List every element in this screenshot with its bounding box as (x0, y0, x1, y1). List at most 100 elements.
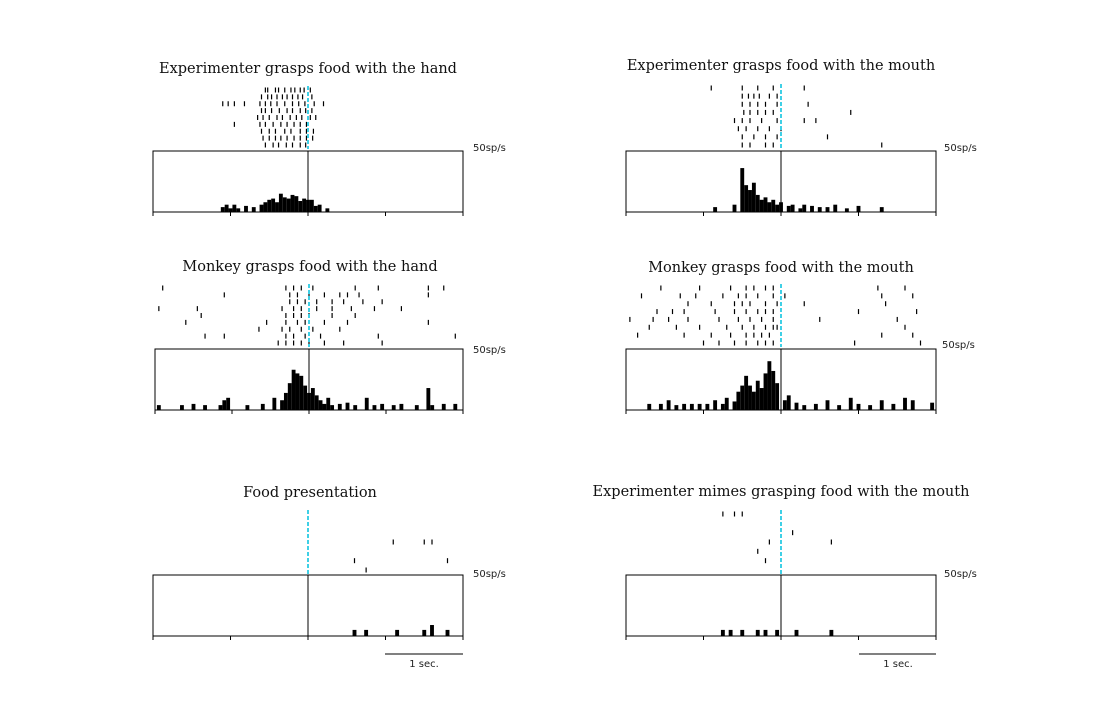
psth-bar (298, 201, 303, 212)
psth-bar (790, 204, 795, 212)
psth-bar (380, 403, 385, 410)
psth-bar (748, 385, 752, 410)
psth-bar (280, 400, 284, 410)
psth-histogram (352, 625, 450, 636)
psth-bar (744, 185, 749, 212)
psth-bar (763, 197, 768, 212)
psth-bar (817, 207, 822, 212)
psth-bar (666, 400, 671, 410)
psth-bar (364, 629, 369, 636)
psth-bar (732, 204, 737, 212)
psth-bar (220, 207, 225, 212)
scale-label: 50sp/s (473, 569, 506, 580)
psth-bar (775, 383, 780, 410)
panel-5: Food presentation 50sp/s 1 sec. (152, 485, 506, 670)
psth-bar (259, 204, 264, 212)
panel-4: Monkey grasps food with the mouth 50sp/s (625, 260, 975, 414)
psth-bar (744, 375, 749, 410)
psth-bar (728, 629, 733, 636)
psth-bar (813, 403, 818, 410)
psth-bar (267, 199, 272, 212)
psth-bar (755, 194, 760, 212)
psth-bar (430, 625, 434, 636)
psth-bar (751, 182, 756, 212)
psth-bar (295, 373, 300, 410)
raster-plot (722, 510, 832, 574)
psth-bar (191, 403, 196, 410)
psth-bar (317, 204, 322, 212)
raster-plot (158, 284, 456, 347)
psth-bar (720, 403, 725, 410)
psth-bar (794, 629, 799, 636)
psth-bar (903, 397, 907, 410)
psth-bar (310, 388, 315, 410)
psth-bar (314, 395, 319, 410)
psth-bar (245, 405, 250, 410)
raster-plot (629, 284, 922, 347)
psth-bar (647, 403, 652, 410)
panel-title: Experimenter grasps food with the mouth (627, 58, 935, 74)
psth-bar (278, 193, 283, 212)
psth-bar (287, 383, 292, 410)
psth-bar (326, 397, 331, 410)
panel-3: Monkey grasps food with the hand 50sp/s (154, 259, 506, 414)
psth-bar (879, 400, 884, 410)
psth-bar (658, 403, 663, 410)
psth-bar (740, 385, 745, 410)
psth-bar (291, 369, 296, 410)
psth-bar (891, 403, 896, 410)
raster-plot (307, 510, 449, 574)
psth-bar (222, 400, 227, 410)
psth-bar (272, 397, 277, 410)
psth-bar (798, 208, 803, 212)
scale-label: 50sp/s (473, 143, 506, 154)
psth-bar (848, 397, 853, 410)
scale-label: 50sp/s (473, 345, 506, 356)
psth-bar (930, 402, 935, 410)
psth-bar (414, 405, 419, 410)
scale-label: 50sp/s (944, 143, 977, 154)
psth-bar (856, 205, 861, 212)
psth-bar (786, 205, 791, 212)
psth-bar (282, 197, 287, 212)
panel-title: Monkey grasps food with the hand (182, 259, 437, 275)
psth-histogram (713, 168, 884, 212)
psth-bar (224, 204, 229, 212)
psth-bar (226, 397, 231, 410)
psth-bar (275, 202, 279, 212)
psth-bar (260, 403, 265, 410)
psth-bar (271, 198, 276, 212)
psth-histogram (220, 193, 330, 212)
psth-bar (232, 204, 237, 212)
psth-bar (337, 403, 342, 410)
psth-bar (302, 198, 307, 212)
psth-bar (802, 405, 807, 410)
panel-title: Food presentation (243, 485, 377, 501)
raster-plot (222, 86, 325, 149)
psth-bar (879, 207, 884, 212)
psth-bar (856, 403, 861, 410)
psth-bar (740, 629, 745, 636)
psth-bar (775, 204, 780, 212)
psth-bar (833, 204, 838, 212)
scale-label: 50sp/s (942, 340, 975, 351)
psth-bar (910, 400, 915, 410)
psth-bar (825, 207, 830, 212)
psth-bar (720, 629, 725, 636)
psth-bar (203, 405, 207, 410)
panel-1: Experimenter grasps food with the hand 5… (152, 61, 506, 216)
raster-plot (710, 84, 883, 149)
psth-bar (794, 402, 799, 410)
time-scale-label: 1 sec. (883, 659, 913, 670)
psth-bar (426, 388, 431, 410)
psth-bar (430, 405, 435, 410)
psth-bar (290, 194, 295, 212)
psth-bar (372, 405, 377, 410)
psth-bar (713, 207, 718, 212)
psth-bar (422, 629, 427, 636)
panel-title: Experimenter grasps food with the hand (159, 61, 457, 77)
panel-title: Experimenter mimes grasping food with th… (593, 484, 970, 500)
psth-bar (689, 403, 694, 410)
psth-bar (767, 361, 772, 410)
